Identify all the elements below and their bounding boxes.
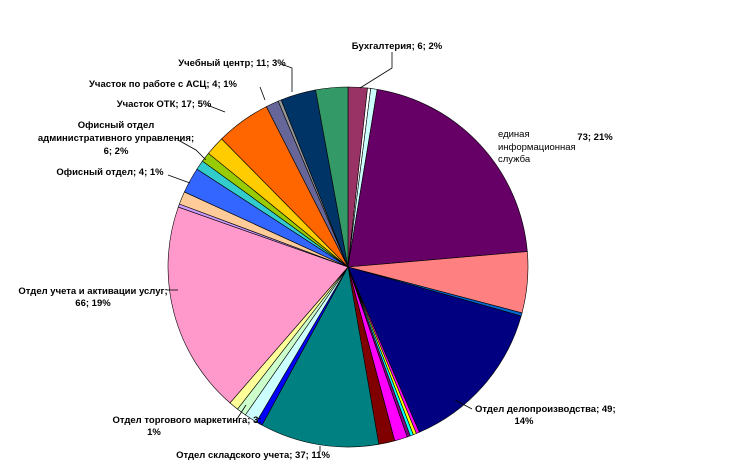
slice-label-3-line-0: единая [498, 129, 530, 140]
leader-line-20 [167, 174, 191, 184]
leader-line-top [359, 52, 393, 89]
leader-lines [167, 52, 473, 452]
slice-label-3-line-1: информационная [498, 142, 576, 153]
slice-label-6-line-0: Отдел делопроизводства; 49; [475, 404, 616, 415]
slice-label-28-line-0: Учебный центр; 11; 3% [178, 58, 286, 69]
slice-label-25-line-0: Участок ОТК; 17; 5% [117, 99, 212, 110]
leader-line-28 [280, 63, 293, 92]
pie-slice-18 [167, 206, 349, 404]
slice-label-24-line-1: административного управления; [38, 133, 194, 144]
pie-slice-3 [347, 89, 528, 268]
slice-label-20-line-0: Офисный отдел; 4; 1% [56, 167, 164, 178]
pie-slice-6 [347, 266, 522, 433]
slice-label-16-line-1: 1% [147, 427, 161, 438]
pie-slice-29 [315, 86, 349, 268]
slice-label-3-line-2: служба [498, 154, 531, 165]
leader-line-16 [236, 404, 247, 420]
top-slice-label: Бухгалтерия; 6; 2% [352, 41, 443, 52]
leader-line-6 [454, 399, 473, 410]
pie-slice-13 [261, 266, 380, 448]
slice-label-26-line-0: Участок по работе с АСЦ; 4; 1% [89, 79, 238, 90]
slice-label-24-line-2: 6; 2% [104, 146, 129, 157]
slice-label-24-line-0: Офисный отдел [78, 120, 155, 131]
slice-label-16-line-0: Отдел торгового маркетинга; 3; [112, 415, 261, 426]
slice-value-label-3: 73; 21% [577, 132, 613, 143]
leader-line-24 [177, 139, 207, 161]
slice-label-18-line-0: Отдел учета и активации услуг; [18, 286, 167, 297]
slice-label-18-line-1: 66; 19% [75, 298, 111, 309]
slices-layer [167, 86, 529, 448]
leader-line-25 [206, 104, 226, 113]
slice-label-6-line-1: 14% [514, 416, 534, 427]
slice-label-13-line-0: Отдел складского учета; 37; 11% [176, 450, 330, 461]
leader-line-26 [259, 86, 266, 101]
